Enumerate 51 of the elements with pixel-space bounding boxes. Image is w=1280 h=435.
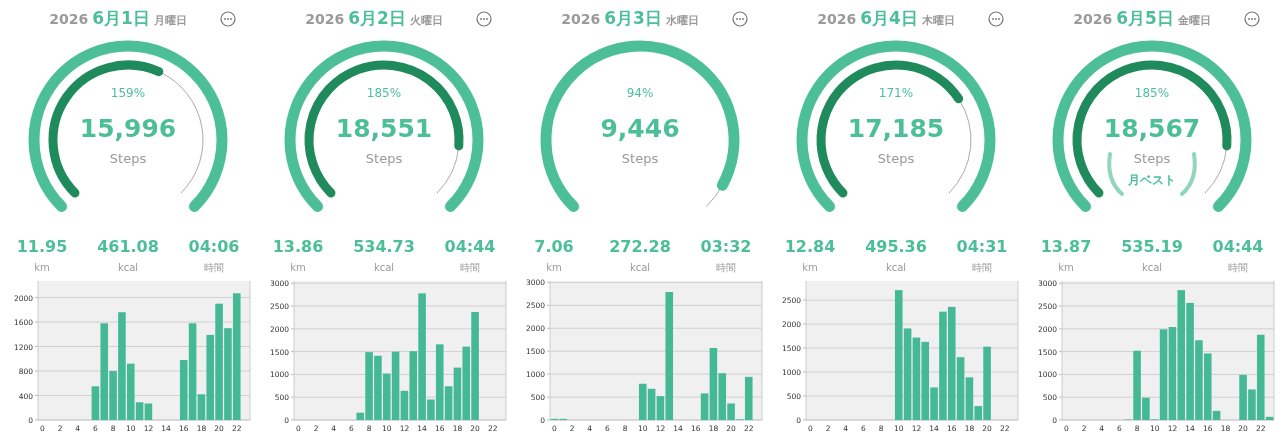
- text: 495.36: [865, 237, 927, 256]
- text: Steps: [621, 151, 659, 166]
- text: kcal: [1141, 262, 1163, 273]
- data-label: 171%: [878, 86, 914, 100]
- data-label: 159%: [110, 86, 146, 100]
- text: 2026 6月4日 木曜日: [817, 8, 955, 28]
- text: 13.86: [272, 237, 324, 256]
- text: 535.19: [1121, 237, 1183, 256]
- text: 2026 6月5日 金曜日: [1073, 8, 1211, 28]
- text: Steps: [877, 151, 915, 166]
- text: 7.06: [534, 237, 574, 256]
- text: 時間: [1228, 262, 1248, 273]
- text: 04:44: [444, 237, 496, 256]
- text: 12.84: [784, 237, 836, 256]
- text: 2026 6月1日 月曜日: [49, 8, 187, 28]
- text: 534.73: [353, 237, 415, 256]
- text: Steps: [1133, 151, 1171, 166]
- text: 13.87: [1040, 237, 1092, 256]
- text: kcal: [373, 262, 395, 273]
- text: km: [546, 262, 562, 273]
- text: 2026 6月3日 水曜日: [561, 8, 699, 28]
- text: km: [34, 262, 50, 273]
- text: 時間: [716, 262, 736, 273]
- text: 9,446: [600, 114, 680, 143]
- text: km: [1058, 262, 1074, 273]
- text: 03:32: [700, 237, 752, 256]
- text: 18,551: [335, 114, 433, 143]
- text: 17,185: [847, 114, 945, 143]
- text: kcal: [117, 262, 139, 273]
- text: 2026 6月2日 火曜日: [305, 8, 443, 28]
- text: Steps: [365, 151, 403, 166]
- text: km: [802, 262, 818, 273]
- text: 04:06: [188, 237, 240, 256]
- text: 18,567: [1103, 114, 1201, 143]
- data-label: 185%: [1134, 86, 1170, 100]
- text: km: [290, 262, 306, 273]
- data-label: 94%: [626, 86, 654, 100]
- text: kcal: [629, 262, 651, 273]
- text: 時間: [204, 262, 224, 273]
- text: 時間: [460, 262, 480, 273]
- text: 272.28: [609, 237, 671, 256]
- text: 時間: [972, 262, 992, 273]
- text: 04:44: [1212, 237, 1264, 256]
- text: 15,996: [79, 114, 177, 143]
- text: kcal: [885, 262, 907, 273]
- text: Steps: [109, 151, 147, 166]
- data-label: 185%: [366, 86, 402, 100]
- text: 11.95: [16, 237, 68, 256]
- text: 月ベスト: [1127, 173, 1176, 187]
- text: 04:31: [956, 237, 1008, 256]
- text: 461.08: [97, 237, 159, 256]
